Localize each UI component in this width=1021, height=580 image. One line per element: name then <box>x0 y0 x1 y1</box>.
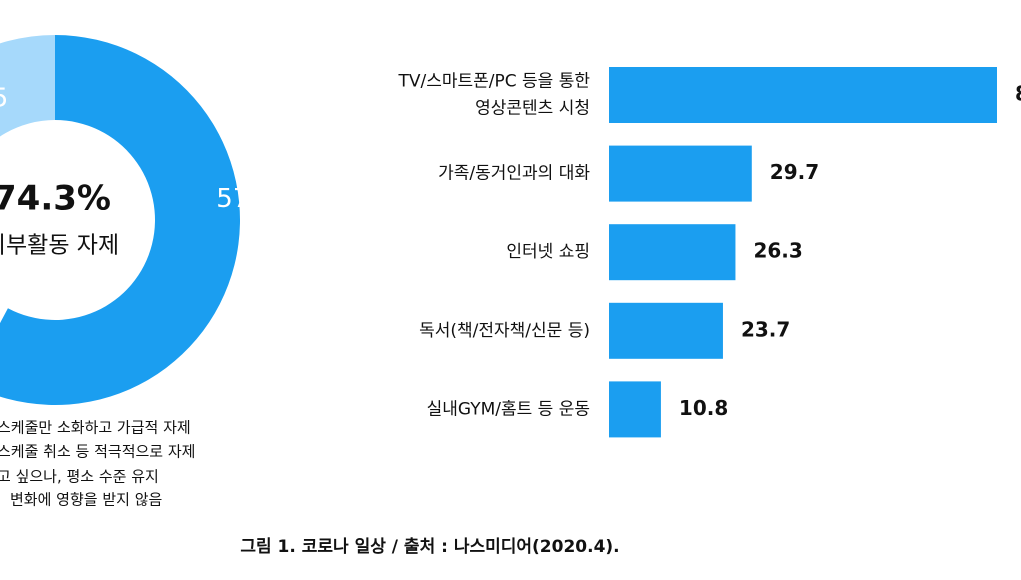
legend-text: 스케줄만 소화하고 가급적 자제 <box>0 419 191 437</box>
category-label: 가족/동거인과의 대화 <box>438 164 590 184</box>
category-label: 독서(책/전자책/신문 등) <box>419 321 590 341</box>
legend-text: 고 싶으나, 평소 수준 유지 <box>0 468 159 486</box>
value-label: 26.3 <box>753 239 802 263</box>
value-label: 23.7 <box>741 317 790 341</box>
value-label: 29.7 <box>770 160 819 184</box>
caption: 그림 1. 코로나 일상 / 출처 : 나스미디어(2020.4). <box>240 537 619 557</box>
legend-text: 변화에 영향을 받지 않음 <box>10 491 162 509</box>
center-value: 74.3% <box>0 179 111 219</box>
segment-label: 57.8 <box>216 184 274 214</box>
category-label: 영상콘텐츠 시청 <box>475 99 590 119</box>
center-label: 외부활동 자제 <box>0 233 119 259</box>
value-label: 10.8 <box>679 396 728 420</box>
value-label: 80.7 <box>1015 82 1021 106</box>
segment-label: 16.5 <box>0 84 8 114</box>
bar <box>609 302 723 359</box>
category-label: 실내GYM/홈트 등 운동 <box>427 399 590 419</box>
donut-segment <box>0 35 55 137</box>
bar <box>609 224 736 281</box>
bar <box>609 145 752 202</box>
donut-segment <box>0 35 240 405</box>
category-label: TV/스마트폰/PC 등을 통한 <box>397 72 590 92</box>
bar <box>609 67 997 123</box>
category-label: 인터넷 쇼핑 <box>506 242 590 262</box>
bar <box>609 381 661 438</box>
legend-text: 스케줄 취소 등 적극적으로 자제 <box>0 443 195 461</box>
